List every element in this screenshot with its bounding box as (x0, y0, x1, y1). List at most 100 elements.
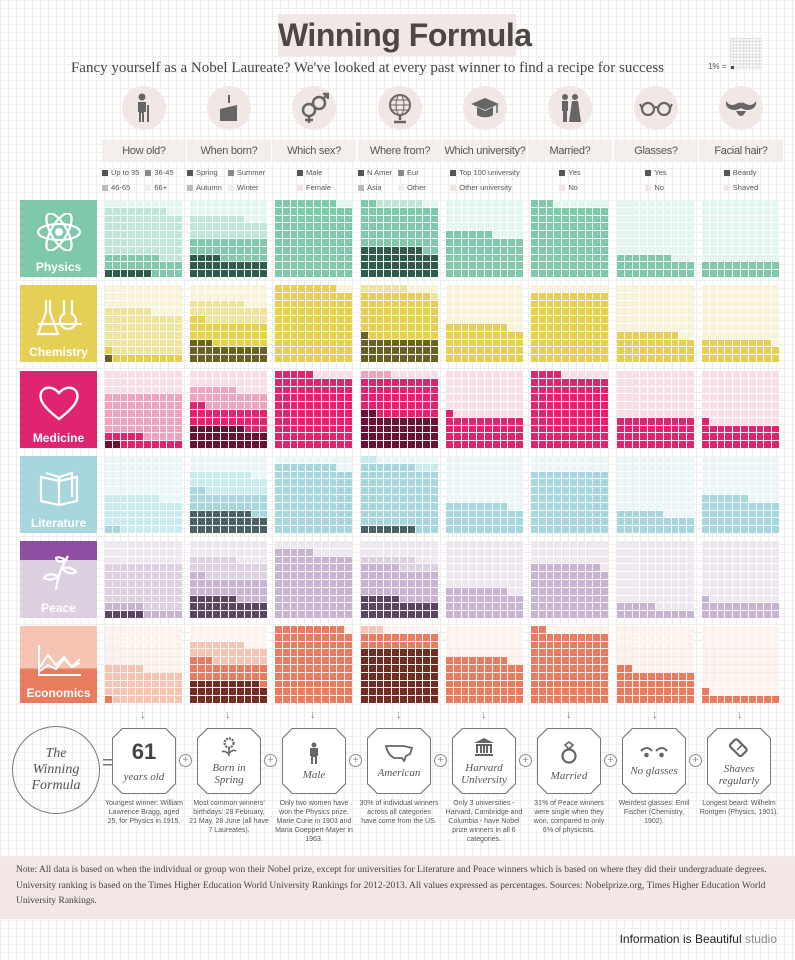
waffle-cell-46-65 (144, 572, 151, 579)
waffle-cell-winter (252, 633, 260, 641)
waffle-cell-no (632, 541, 640, 548)
waffle-cell-autumn (205, 572, 213, 579)
waffle-cell-spring (205, 425, 213, 433)
waffle-cell-no (617, 556, 624, 564)
waffle-physics-8 (702, 200, 779, 277)
waffle-cell-other-university (461, 300, 469, 308)
waffle-cell-eur (423, 246, 431, 254)
waffle-cell-top-100-university (453, 526, 461, 533)
waffle-cell-n-amer (407, 672, 415, 680)
waffle-cell-no (656, 231, 663, 238)
waffle-cell-46-65 (136, 207, 143, 215)
waffle-cell-eur (392, 572, 399, 579)
waffle-cell-other-university (508, 502, 516, 510)
waffle-cell-eur (407, 394, 415, 402)
waffle-cell-top-100-university (461, 672, 469, 680)
waffle-cell-yes (577, 649, 585, 657)
waffle-cell-winter (221, 463, 228, 471)
waffle-cell-male (290, 518, 298, 526)
waffle-cell-yes (687, 425, 694, 433)
waffle-cell-winter (260, 471, 267, 479)
waffle-cell-beardy (709, 518, 717, 526)
waffle-physics-2 (190, 200, 267, 277)
waffle-cell-no (624, 649, 632, 657)
waffle-cell-autumn (221, 223, 228, 231)
waffle-cell-66- (105, 657, 112, 664)
waffle-cell-yes (656, 433, 663, 441)
waffle-cell-other-university (485, 207, 492, 215)
waffle-cell-beardy (741, 433, 748, 441)
waffle-cell-male (314, 696, 321, 703)
waffle-cell-autumn (229, 402, 236, 409)
waffle-cell-46-65 (159, 231, 167, 238)
waffle-cell-winter (221, 378, 228, 386)
waffle-cell-no (679, 626, 687, 633)
waffle-cell-yes (562, 207, 569, 215)
waffle-cell-n-amer (423, 665, 431, 672)
waffle-cell-other-university (508, 471, 516, 479)
waffle-cell-yes (531, 433, 538, 441)
waffle-cell-46-65 (128, 564, 136, 572)
waffle-cell-autumn (236, 487, 244, 494)
waffle-cell-autumn (213, 316, 221, 323)
waffle-cell-eur (415, 502, 423, 510)
waffle-cell-male (298, 572, 306, 579)
waffle-cell-eur (392, 580, 399, 587)
waffle-cell-male (321, 292, 329, 300)
waffle-cell-summer (229, 339, 236, 347)
waffle-cell-other-university (516, 394, 523, 402)
waffle-cell-male (298, 564, 306, 572)
waffle-cell-shaved (741, 371, 748, 378)
waffle-cell-summer (213, 587, 221, 595)
waffle-cell-no (671, 603, 679, 611)
waffle-cell-yes (577, 215, 585, 223)
waffle-cell-eur (376, 300, 384, 308)
waffle-cell-male (321, 402, 329, 409)
waffle-cell-eur (407, 300, 415, 308)
waffle-cell-shaved (764, 231, 772, 238)
waffle-cell-yes (593, 633, 601, 641)
waffle-cell-shaved (733, 548, 740, 556)
waffle-cell-shaved (772, 378, 779, 386)
waffle-cell-36-45 (167, 441, 175, 448)
waffle-cell-no (538, 556, 546, 564)
waffle-cell-yes (656, 672, 663, 680)
waffle-cell-n-amer (384, 672, 392, 680)
waffle-cell-top-100-university (485, 331, 492, 339)
waffle-cell-shaved (717, 402, 725, 409)
waffle-cell-male (298, 502, 306, 510)
waffle-cell-46-65 (167, 696, 175, 703)
waffle-cell-top-100-university (446, 355, 453, 362)
waffle-cell-beardy (702, 696, 709, 703)
waffle-cell-beardy (733, 696, 740, 703)
waffle-cell-shaved (741, 564, 748, 572)
waffle-cell-yes (562, 410, 569, 417)
waffle-cell-66- (128, 548, 136, 556)
waffle-cell-summer (190, 324, 197, 331)
waffle-cell-eur (415, 633, 423, 641)
waffle-cell-eur (431, 402, 438, 409)
waffle-cell-no (648, 292, 655, 300)
waffle-cell-shaved (709, 564, 717, 572)
waffle-cell-no (687, 541, 694, 548)
waffle-cell-other-university (492, 471, 500, 479)
waffle-cell-n-amer (400, 665, 407, 672)
waffle-cell-46-65 (105, 672, 112, 680)
waffle-cell-eur (361, 580, 368, 587)
legend-item: Female (296, 183, 331, 192)
waffle-cell-other-university (516, 541, 523, 548)
waffle-cell-other-university (516, 316, 523, 323)
waffle-cell-n-amer (392, 672, 399, 680)
waffle-cell-top-100-university (453, 324, 461, 331)
waffle-cell-no (593, 541, 601, 548)
waffle-cell-summer (205, 502, 213, 510)
waffle-cell-eur (415, 316, 423, 323)
waffle-cell-yes (554, 487, 562, 494)
waffle-cell-male (275, 207, 282, 215)
waffle-cell-shaved (733, 200, 740, 207)
waffle-cell-male (337, 487, 345, 494)
waffle-cell-no (648, 239, 655, 246)
waffle-cell-46-65 (136, 665, 143, 672)
waffle-cell-male (314, 231, 321, 238)
waffle-medicine-8 (702, 371, 779, 448)
